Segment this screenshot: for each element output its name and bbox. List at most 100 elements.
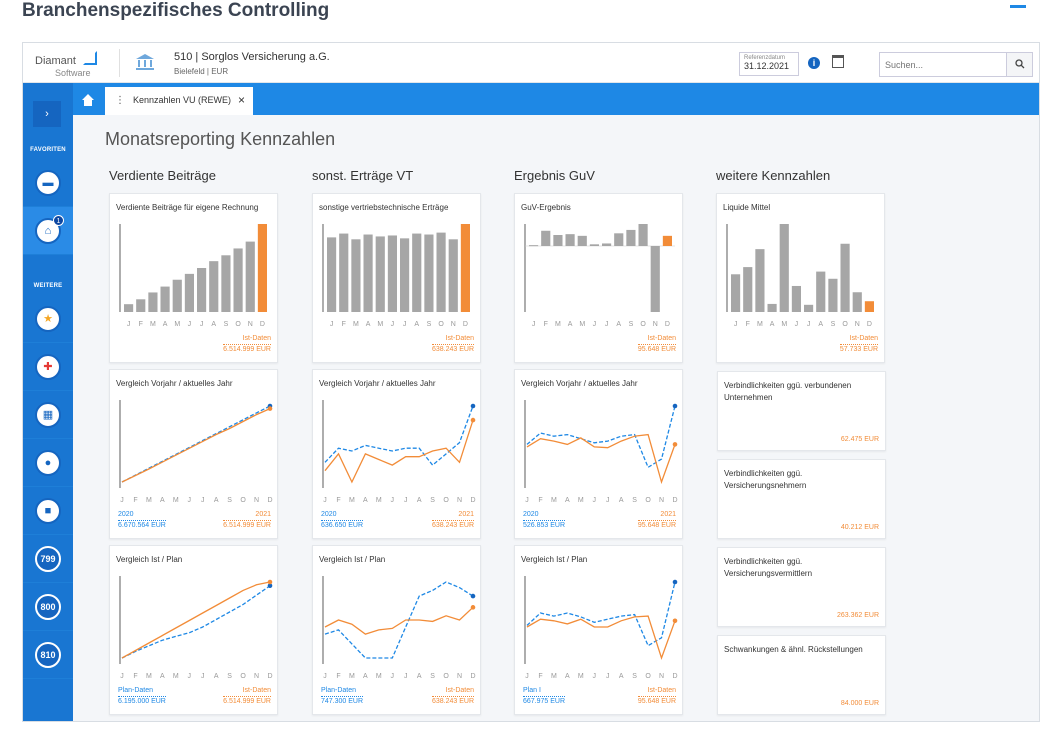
sidebar-item-truck[interactable]: ■ — [23, 487, 73, 535]
month-tick-label: M — [551, 673, 557, 680]
search-input[interactable] — [880, 53, 1004, 76]
chart-card[interactable]: Vergleich Ist / Plan J F M A M J J A S O N D Plan-Dat… — [312, 545, 481, 715]
month-tick-label: J — [593, 673, 597, 680]
legend-label: 2021 — [431, 510, 474, 521]
sidebar-item-bus[interactable]: ▬ — [23, 159, 73, 207]
month-tick-label: D — [672, 673, 677, 680]
home-tab[interactable] — [79, 91, 97, 109]
reference-date-field[interactable]: Referenzdatum 31.12.2021 — [739, 52, 799, 76]
kpi-value: 40.212 EUR — [840, 524, 879, 531]
chart-card[interactable]: Vergleich Ist / Plan J F M A M J J A S O N D Plan-Dat… — [109, 545, 278, 715]
chart-bar — [400, 238, 410, 312]
month-tick-label: J — [120, 497, 124, 504]
month-tick-label: N — [659, 497, 664, 504]
month-tick-label: N — [457, 497, 462, 504]
chart-card[interactable]: Verdiente Beiträge für eigene Rechnung J F… — [109, 193, 278, 363]
month-tick-label: S — [430, 497, 435, 504]
legend: Ist-Daten 6.514.999 EUR — [223, 686, 271, 706]
series-endpoint — [267, 406, 273, 411]
sidebar-item-bank[interactable]: ⌂ 1 — [23, 207, 73, 255]
month-tick-label: F — [139, 321, 143, 328]
sidebar-expand-button[interactable]: › — [33, 101, 61, 127]
person-icon: ● — [44, 457, 52, 469]
month-tick-label: O — [443, 673, 449, 680]
month-tick-label: A — [214, 497, 219, 504]
chart-bar — [816, 271, 826, 312]
drag-handle-icon[interactable]: ⋮ — [115, 95, 125, 106]
legend-label: Plan-Daten — [118, 686, 166, 697]
month-tick-label: S — [427, 321, 432, 328]
chart-card[interactable]: GuV-Ergebnis J F M A M J J A S O N D Ist-Daten 95.648 … — [514, 193, 683, 363]
month-tick-label: J — [200, 321, 204, 328]
search-icon — [1015, 59, 1025, 69]
kpi-value: 62.475 EUR — [840, 436, 879, 443]
sidebar-number: 810 — [35, 642, 61, 668]
sidebar-item-building[interactable]: ▦ — [23, 391, 73, 439]
month-tick-label: A — [414, 321, 419, 328]
top-header: Diamant Software 510 | Sorglos Versicher… — [23, 43, 1039, 83]
chart-bar — [791, 285, 801, 312]
chart-bar — [197, 268, 207, 312]
chart-bar — [124, 304, 134, 312]
chart-card[interactable]: Vergleich Vorjahr / aktuelles Jahr J F M A M J… — [312, 369, 481, 539]
sidebar-item-799[interactable]: 799 — [23, 535, 73, 583]
series-endpoint — [470, 605, 476, 610]
series-endpoint — [672, 403, 678, 409]
month-tick-label: A — [565, 497, 570, 504]
chart-bar — [638, 224, 648, 246]
chart-bar — [828, 278, 838, 312]
month-tick-label: M — [150, 321, 156, 328]
chart-bar — [602, 243, 612, 246]
month-tick-label: J — [593, 321, 597, 328]
info-icon[interactable]: i — [808, 57, 820, 69]
legend-label: Plan-Daten — [321, 686, 364, 697]
legend: Ist-Daten 6.514.999 EUR — [223, 334, 271, 354]
legend: 2021 6.514.999 EUR — [223, 510, 271, 530]
sidebar-item-800[interactable]: 800 — [23, 583, 73, 631]
chart-card[interactable]: Vergleich Ist / Plan J F M A M J J A S O N D Plan I 66… — [514, 545, 683, 715]
sidebar-item-810[interactable]: 810 — [23, 631, 73, 679]
legend-value: 6.670.564 EUR — [118, 522, 166, 529]
sidebar-item-person[interactable]: ● — [23, 439, 73, 487]
chart-bar — [351, 239, 361, 312]
month-tick-label: O — [240, 497, 246, 504]
series-line — [324, 405, 474, 467]
month-tick-label: A — [619, 673, 624, 680]
kpi-value: 263.362 EUR — [836, 612, 879, 619]
month-tick-label: S — [430, 673, 435, 680]
calendar-icon[interactable] — [832, 55, 844, 68]
chart-bar — [565, 234, 575, 246]
chart-card[interactable]: Vergleich Vorjahr / aktuelles Jahr J F M A M J… — [514, 369, 683, 539]
legend: 2020 6.670.564 EUR — [118, 510, 166, 530]
chart-bar — [245, 241, 255, 312]
legend-value: 747.300 EUR — [321, 698, 364, 705]
month-tick-label: J — [127, 321, 130, 328]
close-tab-icon[interactable]: × — [237, 93, 245, 107]
minimize-icon[interactable] — [1010, 5, 1026, 8]
month-tick-label: J — [391, 497, 395, 504]
legend-label: Plan I — [523, 686, 566, 697]
kpi-card[interactable]: Verbindlichkeiten ggü. Versicherungsnehm… — [717, 459, 886, 539]
kpi-card[interactable]: Schwankungen & ähnl. Rückstellungen 84.0… — [717, 635, 886, 715]
company-name[interactable]: 510 | Sorglos Versicherung a.G. — [174, 51, 330, 63]
chart-card[interactable]: Vergleich Vorjahr / aktuelles Jahr J F M A M J… — [109, 369, 278, 539]
chart-card[interactable]: Liquide Mittel J F M A M J J A S O N D Ist-Daten 57.73… — [716, 193, 885, 363]
series-line — [121, 585, 271, 659]
legend-label: Ist-Daten — [637, 686, 676, 697]
series-line — [526, 615, 676, 661]
app-window: Diamant Software 510 | Sorglos Versicher… — [22, 42, 1040, 722]
search-button[interactable] — [1006, 53, 1032, 76]
month-tick-label: J — [391, 673, 395, 680]
sidebar-item-health[interactable]: ✚ — [23, 343, 73, 391]
kpi-card[interactable]: Verbindlichkeiten ggü. Versicherungsverm… — [717, 547, 886, 627]
series-line — [324, 419, 474, 484]
chart-bar — [448, 239, 458, 312]
logo-mark-icon — [83, 51, 97, 65]
tab-kennzahlen[interactable]: ⋮ Kennzahlen VU (REWE) × — [105, 87, 253, 115]
kpi-card[interactable]: Verbindlichkeiten ggü. verbundenen Unter… — [717, 371, 886, 451]
sidebar-item-star[interactable]: ★ — [23, 295, 73, 343]
chart-card[interactable]: sonstige vertriebstechnische Erträge J F M A… — [312, 193, 481, 363]
